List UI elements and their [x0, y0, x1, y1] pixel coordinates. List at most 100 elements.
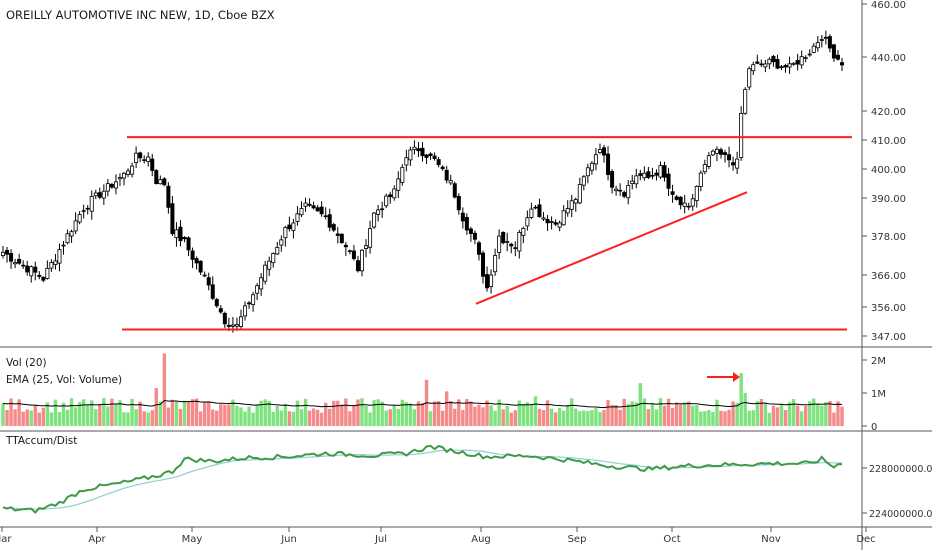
candle-body: [424, 154, 429, 158]
candle-body: [739, 113, 744, 158]
volume-bar: [283, 403, 288, 426]
candle-body: [37, 274, 42, 277]
volume-bar: [541, 410, 546, 426]
candle-body: [259, 277, 264, 290]
candle-body: [747, 68, 752, 88]
candle-body: [230, 324, 235, 327]
time-tick-label: Apr: [88, 534, 106, 545]
volume-bar: [642, 398, 647, 426]
candle-body: [323, 215, 328, 218]
ttaccum-line: [2, 444, 843, 515]
time-tick-label: Jul: [374, 534, 387, 545]
candle-body: [198, 260, 203, 273]
candle-body: [420, 147, 425, 157]
candle-body: [372, 212, 377, 228]
time-tick-label: Dec: [856, 534, 875, 545]
candle-body: [448, 180, 453, 184]
volume-bar: [795, 405, 800, 426]
volume-bar: [727, 409, 731, 426]
volume-bar: [412, 409, 417, 426]
volume-bar: [440, 410, 445, 426]
candle-body: [355, 260, 360, 272]
volume-bar: [263, 399, 267, 426]
candle-body: [614, 188, 619, 192]
candle-body: [791, 62, 796, 65]
candle-body: [569, 200, 574, 210]
ema-legend: EMA (25, Vol: Volume): [6, 374, 122, 386]
candle-body: [710, 150, 715, 156]
candle-body: [630, 180, 635, 184]
volume-bar: [630, 401, 634, 426]
candle-body: [537, 204, 542, 218]
volume-bar: [73, 407, 78, 426]
time-tick-label: Mar: [0, 534, 12, 545]
candle-body: [642, 172, 647, 179]
volume-bar: [235, 405, 239, 426]
volume-bar: [570, 398, 574, 426]
volume-ema-line: [2, 399, 843, 409]
candle-body: [210, 284, 215, 299]
volume-bar: [739, 373, 743, 426]
volume-bar: [162, 353, 167, 426]
volume-bar: [533, 396, 538, 426]
volume-bar: [481, 407, 485, 426]
candle-body: [819, 39, 824, 41]
volume-bar: [275, 405, 279, 426]
volume-bar: [25, 409, 29, 426]
candle-body: [718, 149, 723, 155]
volume-bar: [211, 409, 215, 426]
volume-bar: [134, 409, 138, 426]
candle-body: [93, 192, 98, 197]
volume-bar: [45, 402, 50, 426]
volume-bar: [646, 409, 651, 426]
volume-bar: [372, 400, 376, 426]
candle-body: [751, 64, 756, 72]
volume-bar: [735, 402, 739, 426]
candle-body: [561, 210, 566, 226]
volume-bar: [291, 411, 296, 426]
volume-bar: [771, 405, 776, 426]
volume-bar: [489, 405, 493, 426]
candle-body: [226, 324, 231, 327]
candle-body: [49, 262, 54, 269]
volume-bar: [303, 398, 308, 426]
candle-body: [194, 258, 199, 264]
volume-bar: [513, 410, 517, 426]
volume-annotation-arrowhead: [733, 372, 740, 382]
candle-body: [404, 157, 409, 166]
candle-body: [206, 277, 211, 286]
volume-bar: [376, 399, 380, 426]
candle-body: [81, 210, 86, 212]
candle-body: [359, 249, 364, 272]
volume-bar: [816, 403, 820, 426]
candle-body: [5, 249, 10, 255]
candle-body: [682, 202, 687, 207]
candle-body: [376, 209, 381, 215]
price-tick-label: 410.00: [871, 136, 906, 147]
volume-tick-label: 0: [871, 422, 877, 433]
volume-bar: [678, 404, 683, 426]
candle-body: [807, 53, 812, 56]
candle-body: [311, 205, 316, 209]
volume-bar: [352, 405, 356, 426]
volume-bar: [17, 399, 21, 426]
candle-body: [723, 152, 728, 155]
candle-body: [468, 228, 473, 234]
volume-bar: [332, 400, 336, 426]
candle-body: [238, 316, 243, 327]
candle-body: [89, 196, 94, 212]
volume-bar: [820, 405, 824, 426]
candle-body: [178, 226, 183, 242]
candle-body: [190, 250, 195, 260]
volume-bar: [775, 407, 780, 426]
candle-body: [694, 186, 699, 201]
volume-bar: [190, 399, 195, 426]
candle-body: [714, 148, 719, 154]
volume-bar: [287, 411, 292, 426]
volume-bar: [763, 402, 768, 426]
volume-bar: [590, 409, 594, 426]
volume-bar: [336, 400, 340, 426]
candle-body: [283, 226, 288, 239]
candle-body: [835, 54, 840, 60]
volume-bar: [247, 406, 251, 426]
